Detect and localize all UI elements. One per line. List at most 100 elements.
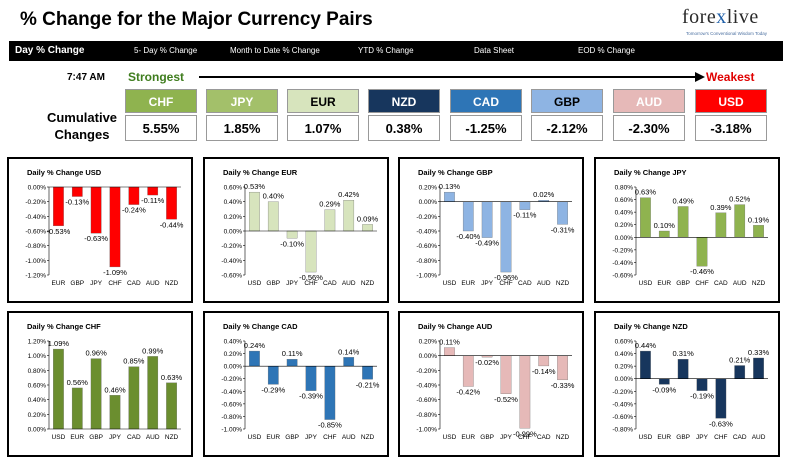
currency-value-nzd: 0.38% — [368, 115, 440, 141]
y-tick-label: -1.00% — [416, 427, 437, 434]
x-tick-label: CAD — [537, 434, 551, 441]
y-tick-label: 0.00% — [224, 364, 243, 371]
data-label: 1.09% — [48, 339, 70, 348]
bar-gbp — [677, 359, 689, 379]
nav-ytd-change[interactable]: YTD % Change — [358, 46, 414, 55]
y-tick-label: 0.00% — [419, 353, 438, 360]
currency-header-chf: CHF — [125, 89, 197, 113]
currency-value-chf: 5.55% — [125, 115, 197, 141]
bar-cad — [128, 366, 140, 430]
x-tick-label: JPY — [109, 434, 122, 441]
currency-header-jpy: JPY — [206, 89, 278, 113]
cumulative-line1: Cumulative — [46, 110, 118, 125]
y-tick-label: 0.20% — [615, 364, 634, 371]
nav-5day-change[interactable]: 5- Day % Change — [134, 46, 198, 55]
x-tick-label: AUD — [146, 280, 160, 287]
bar-cad — [128, 186, 140, 205]
data-label: -0.42% — [456, 387, 480, 396]
bar-nzd — [557, 201, 568, 225]
data-label: 0.99% — [142, 346, 164, 355]
bar-jpy — [481, 201, 493, 238]
data-label: -0.11% — [513, 211, 537, 220]
chart-jpy: Daily % Change JPY 0.80% 0.60% 0.40% 0.20% 0.… — [612, 168, 769, 287]
data-label: -0.09% — [652, 385, 676, 394]
chart-title: Daily % Change EUR — [223, 168, 298, 177]
currency-value-cad: -1.25% — [450, 115, 522, 141]
timestamp: 7:47 AM — [67, 72, 105, 83]
data-label: -1.09% — [103, 268, 127, 277]
x-tick-label: EUR — [266, 434, 280, 441]
y-tick-label: -0.60% — [416, 243, 437, 250]
x-tick-label: AUD — [537, 280, 551, 287]
data-label: -0.39% — [299, 392, 323, 401]
currency-value-jpy: 1.85% — [206, 115, 278, 141]
bar-eur — [658, 378, 670, 385]
y-tick-label: -0.40% — [612, 260, 633, 267]
bar-gbp — [677, 206, 689, 238]
y-tick-label: -0.40% — [25, 214, 46, 221]
bar-jpy — [305, 365, 317, 391]
y-tick-label: -0.20% — [612, 389, 633, 396]
y-tick-label: -0.60% — [221, 401, 242, 408]
y-tick-label: -0.40% — [612, 401, 633, 408]
nav-eod-change[interactable]: EOD % Change — [578, 46, 635, 55]
y-tick-label: 0.40% — [224, 339, 243, 346]
y-tick-label: -0.40% — [416, 383, 437, 390]
data-label: -0.33% — [551, 381, 575, 390]
x-tick-label: CHF — [714, 434, 727, 441]
y-tick-label: -0.80% — [221, 414, 242, 421]
nav-day-change[interactable]: Day % Change — [15, 45, 85, 56]
x-tick-label: EUR — [657, 434, 671, 441]
y-tick-label: 0.40% — [615, 210, 634, 217]
y-tick-label: -0.80% — [25, 243, 46, 250]
y-tick-label: 0.80% — [28, 368, 47, 375]
logo-text-x: x — [716, 6, 727, 28]
y-tick-label: -0.60% — [612, 273, 633, 280]
x-tick-label: GBP — [480, 434, 494, 441]
y-tick-label: -0.60% — [25, 229, 46, 236]
data-label: -0.24% — [122, 206, 146, 215]
bar-aud — [147, 356, 159, 430]
forexlive-logo[interactable]: forexlive Tomorrow's Conventional Wisdom… — [682, 6, 782, 38]
currency-value-gbp: -2.12% — [531, 115, 603, 141]
data-label: -0.44% — [160, 220, 184, 229]
strength-arrow — [199, 72, 705, 82]
chart-aud: Daily % Change AUD 0.20% 0.00% -0.20% -0.40%… — [416, 322, 575, 441]
bar-gbp — [71, 186, 83, 197]
nav-month-to-date-change[interactable]: Month to Date % Change — [230, 46, 320, 55]
y-tick-label: 0.20% — [28, 412, 47, 419]
bar-chf — [109, 186, 121, 268]
x-tick-label: JPY — [481, 280, 494, 287]
x-tick-label: CAD — [127, 280, 141, 287]
x-tick-label: AUD — [342, 434, 356, 441]
x-tick-label: GBP — [266, 280, 280, 287]
data-label: -0.10% — [280, 239, 304, 248]
bar-cad — [715, 212, 727, 238]
x-tick-label: EUR — [70, 434, 84, 441]
page-title: % Change for the Major Currency Pairs — [20, 9, 373, 30]
chart-title: Daily % Change JPY — [614, 168, 687, 177]
x-tick-label: NZD — [165, 280, 179, 287]
bar-usd — [249, 350, 260, 367]
x-tick-label: CAD — [733, 434, 747, 441]
x-tick-label: EUR — [657, 280, 671, 287]
data-label: 0.46% — [104, 385, 126, 394]
data-label: -0.46% — [690, 267, 714, 276]
x-tick-label: CAD — [714, 280, 728, 287]
currency-value-aud: -2.30% — [613, 115, 685, 141]
y-tick-label: -0.20% — [416, 368, 437, 375]
bar-gbp — [90, 358, 102, 430]
nav-data-sheet[interactable]: Data Sheet — [474, 46, 515, 55]
y-tick-label: 0.20% — [224, 214, 243, 221]
chart-panel-chf: Daily % Change CHF 1.20% 1.00% 0.80% 0.60% 0.… — [7, 311, 193, 457]
data-label: 0.11% — [439, 338, 460, 347]
bar-chf — [519, 355, 531, 429]
bar-usd — [444, 347, 455, 356]
x-tick-label: USD — [248, 434, 262, 441]
x-tick-label: CHF — [108, 280, 121, 287]
x-tick-label: CAD — [323, 280, 337, 287]
y-tick-label: 0.40% — [28, 397, 47, 404]
y-tick-label: 0.00% — [419, 199, 438, 206]
data-label: -0.40% — [456, 232, 480, 241]
data-label: 0.14% — [338, 347, 360, 356]
